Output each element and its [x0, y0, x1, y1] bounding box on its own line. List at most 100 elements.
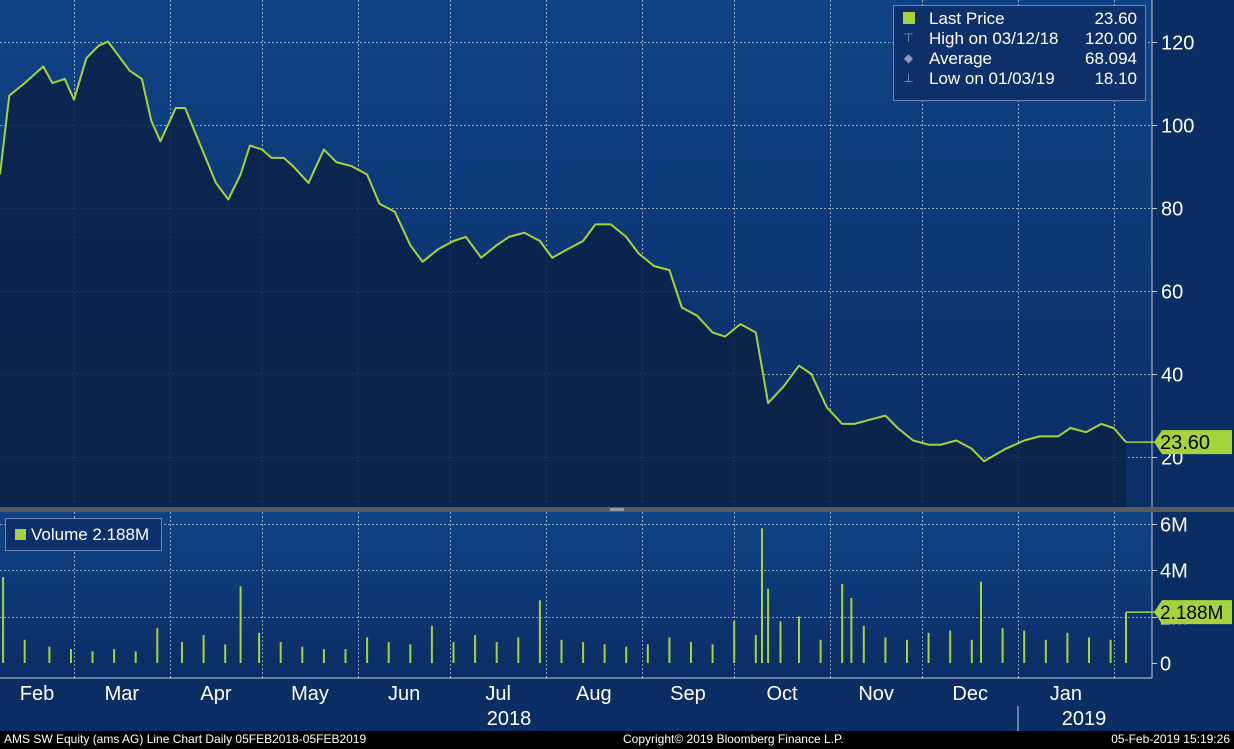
month-tick-label: Jan	[1050, 683, 1082, 705]
volume-bar	[1023, 630, 1026, 663]
price-line	[0, 40, 1127, 463]
volume-bar	[625, 646, 628, 663]
volume-bar	[603, 644, 606, 663]
volume-bar	[711, 644, 714, 663]
filled-square-icon	[902, 12, 915, 25]
year-tick-label: 2018	[487, 708, 532, 730]
month-tick-label: Jun	[388, 683, 420, 705]
volume-bar	[1125, 612, 1127, 663]
month-tick-label: Dec	[952, 683, 988, 705]
price-tick-label: 40	[1161, 365, 1183, 387]
last-volume-badge-label: 2.188M	[1160, 603, 1223, 624]
volume-bar	[113, 649, 116, 663]
volume-bar	[927, 632, 930, 663]
month-tick-label: Nov	[858, 683, 894, 705]
volume-legend: Volume 2.188M	[5, 518, 162, 551]
volume-bar	[733, 621, 736, 663]
volume-bar	[560, 639, 563, 663]
volume-bar	[301, 646, 304, 663]
volume-bar	[1109, 639, 1112, 663]
volume-bar	[1066, 632, 1069, 663]
volume-bar	[181, 642, 183, 663]
legend-value: 68.094	[1085, 49, 1137, 68]
month-tick-label: Mar	[105, 683, 140, 705]
month-tick-label: Jul	[485, 683, 511, 705]
month-tick-label: Sep	[670, 683, 706, 705]
volume-bar	[690, 642, 692, 663]
volume-bar	[474, 635, 477, 663]
divider-handle[interactable]	[610, 508, 624, 511]
volume-bar	[202, 635, 205, 663]
volume-tick-label: 0	[1160, 654, 1171, 676]
footer-security-info: AMS SW Equity (ams AG) Line Chart Daily …	[4, 732, 367, 746]
legend-row-low: ⊥ Low on 01/03/19 18.10	[894, 69, 1147, 89]
volume-bar	[70, 649, 72, 663]
month-tick-label: Feb	[20, 683, 54, 705]
volume-bar	[1044, 639, 1047, 663]
month-tick-label: Oct	[766, 683, 798, 705]
volume-bar	[517, 637, 520, 663]
legend-label: Low on 01/03/19	[929, 69, 1055, 88]
volume-bar	[91, 651, 94, 663]
last-volume-badge	[1154, 600, 1232, 625]
volume-bar	[452, 642, 455, 663]
average-marker-icon: ◆	[903, 51, 914, 65]
price-tick-label: 80	[1161, 199, 1183, 221]
volume-bar	[495, 642, 498, 663]
legend-label: Last Price	[929, 9, 1005, 28]
price-tick-label: 100	[1161, 116, 1194, 138]
year-tick-label: 2019	[1062, 708, 1107, 730]
price-tick-label: 120	[1161, 33, 1194, 55]
volume-bar	[322, 649, 325, 663]
volume-bar	[582, 642, 585, 663]
volume-bar	[754, 635, 757, 663]
volume-bar	[646, 644, 649, 663]
volume-bar	[258, 632, 261, 663]
volume-bar	[48, 646, 51, 663]
volume-bar	[862, 625, 865, 663]
last-price-badge-label: 23.60	[1160, 432, 1210, 454]
volume-bar	[779, 621, 782, 663]
legend-value: 23.60	[1094, 9, 1137, 28]
volume-tick-label: 4M	[1160, 561, 1188, 583]
volume-bar	[224, 644, 227, 663]
right-axis-background	[1152, 0, 1234, 678]
footer-timestamp: 05-Feb-2019 15:19:26	[1111, 732, 1230, 746]
low-marker-icon: ⊥	[903, 71, 914, 85]
footer-copyright: Copyright© 2019 Bloomberg Finance L.P.	[623, 732, 844, 746]
volume-bar	[980, 581, 982, 663]
volume-bar	[239, 586, 242, 663]
volume-bar	[344, 649, 347, 663]
legend-row-high: ⊤ High on 03/12/18 120.00	[894, 29, 1147, 49]
volume-bar	[850, 598, 853, 663]
high-marker-icon: ⊤	[903, 31, 914, 45]
legend-row-last-price: Last Price 23.60	[894, 9, 1147, 29]
volume-bar	[279, 642, 282, 663]
volume-bar	[798, 616, 800, 663]
volume-bar	[2, 577, 5, 663]
volume-bar	[430, 625, 433, 663]
legend-value: 18.10	[1094, 69, 1137, 88]
volume-bar	[668, 637, 671, 663]
month-tick-label: Apr	[200, 683, 231, 705]
volume-bar	[156, 628, 159, 663]
volume-panel-background	[0, 512, 1152, 678]
price-legend: Last Price 23.60 ⊤ High on 03/12/18 120.…	[893, 5, 1146, 101]
legend-row-average: ◆ Average 68.094	[894, 49, 1147, 69]
filled-square-icon	[15, 529, 26, 540]
volume-bar	[970, 639, 973, 663]
volume-bar	[819, 639, 822, 663]
legend-label: Average	[929, 49, 993, 68]
volume-bar	[906, 639, 908, 663]
volume-bar	[23, 639, 26, 663]
volume-bar	[841, 584, 844, 663]
volume-bar	[1001, 628, 1004, 663]
volume-tick-label: 6M	[1160, 515, 1188, 537]
volume-legend-label: Volume 2.188M	[31, 525, 150, 544]
legend-value: 120.00	[1085, 29, 1137, 48]
price-tick-label: 60	[1161, 282, 1183, 304]
month-tick-label: May	[291, 683, 329, 705]
volume-bar	[538, 600, 541, 663]
